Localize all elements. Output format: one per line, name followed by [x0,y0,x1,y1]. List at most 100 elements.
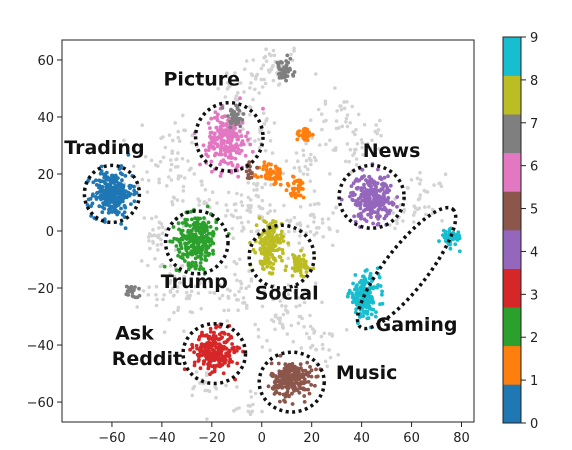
cluster-point [224,358,228,362]
cluster-point [238,129,242,133]
cluster-point [308,392,312,396]
background-point [260,186,264,190]
cluster-point [271,262,275,266]
background-point [378,119,382,123]
background-point [146,264,150,268]
background-point [440,184,444,188]
background-point [257,335,261,339]
cluster-point [209,225,213,229]
background-point [248,113,252,117]
background-point [294,305,298,309]
background-point [261,85,265,89]
cluster-point [276,61,280,65]
cluster-point [379,195,383,199]
cluster-point [267,384,271,388]
colorbar-tick-label: 2 [530,331,538,346]
cluster-point [212,331,216,335]
cluster-point [278,400,282,404]
cluster-point [115,213,119,217]
background-point [196,197,200,201]
background-point [300,346,304,350]
cluster-point [205,353,209,357]
cluster-point [94,195,98,199]
background-point [182,329,186,333]
background-point [344,120,348,124]
background-point [160,222,164,226]
background-point [159,265,163,269]
background-point [255,73,259,77]
background-point [264,47,268,51]
background-point [309,325,313,329]
cluster-point [302,132,306,136]
background-point [251,98,255,102]
background-point [406,186,410,190]
cluster-point [299,249,303,253]
background-point [235,262,239,266]
cluster-point [265,265,269,269]
background-point [240,229,244,233]
cluster-point [181,252,185,256]
background-point [302,172,306,176]
cluster-point [206,205,210,209]
background-point [311,344,315,348]
cluster-point [229,121,233,125]
cluster-point [196,244,200,248]
cluster-point [288,57,292,61]
cluster-point [361,275,365,279]
cluster-point [354,307,358,311]
background-point [262,64,266,68]
background-point [268,203,272,207]
background-point [322,332,326,336]
background-point [298,315,302,319]
background-point [274,314,278,318]
cluster-point [385,186,389,190]
background-point [161,231,165,235]
cluster-point [221,345,225,349]
background-point [156,243,160,247]
cluster-label: Ask [115,322,154,344]
background-point [313,189,317,193]
background-point [320,335,324,339]
cluster-point [369,307,373,311]
background-point [161,225,165,229]
cluster-point [234,113,238,117]
cluster-point [220,115,224,119]
cluster-point [222,132,226,136]
cluster-point [227,333,231,337]
background-point [151,228,155,232]
background-point [321,235,325,239]
background-point [265,117,269,121]
background-point [329,356,333,360]
background-point [343,107,347,111]
cluster-point [204,343,208,347]
cluster-point [263,160,267,164]
cluster-point [265,168,269,172]
cluster-point [216,143,220,147]
cluster-point [386,198,390,202]
cluster-point [295,138,299,142]
background-point [418,193,422,197]
cluster-point [298,194,302,198]
cluster-point [444,233,448,237]
background-point [306,225,310,229]
cluster-point [351,191,355,195]
cluster-point [384,214,388,218]
background-point [265,60,269,64]
cluster-point [278,175,282,179]
cluster-point [305,270,309,274]
y-tick-label: 60 [37,54,54,69]
background-point [355,163,359,167]
background-point [267,130,271,134]
cluster-point [208,363,212,367]
cluster-point [277,379,281,383]
background-point [272,49,276,53]
background-point [268,209,272,213]
background-point [298,169,302,173]
cluster-label: News [363,140,421,162]
cluster-point [285,385,289,389]
background-point [157,178,161,182]
background-point [239,280,243,284]
background-point [327,217,331,221]
cluster-point [386,174,390,178]
background-point [345,117,349,121]
